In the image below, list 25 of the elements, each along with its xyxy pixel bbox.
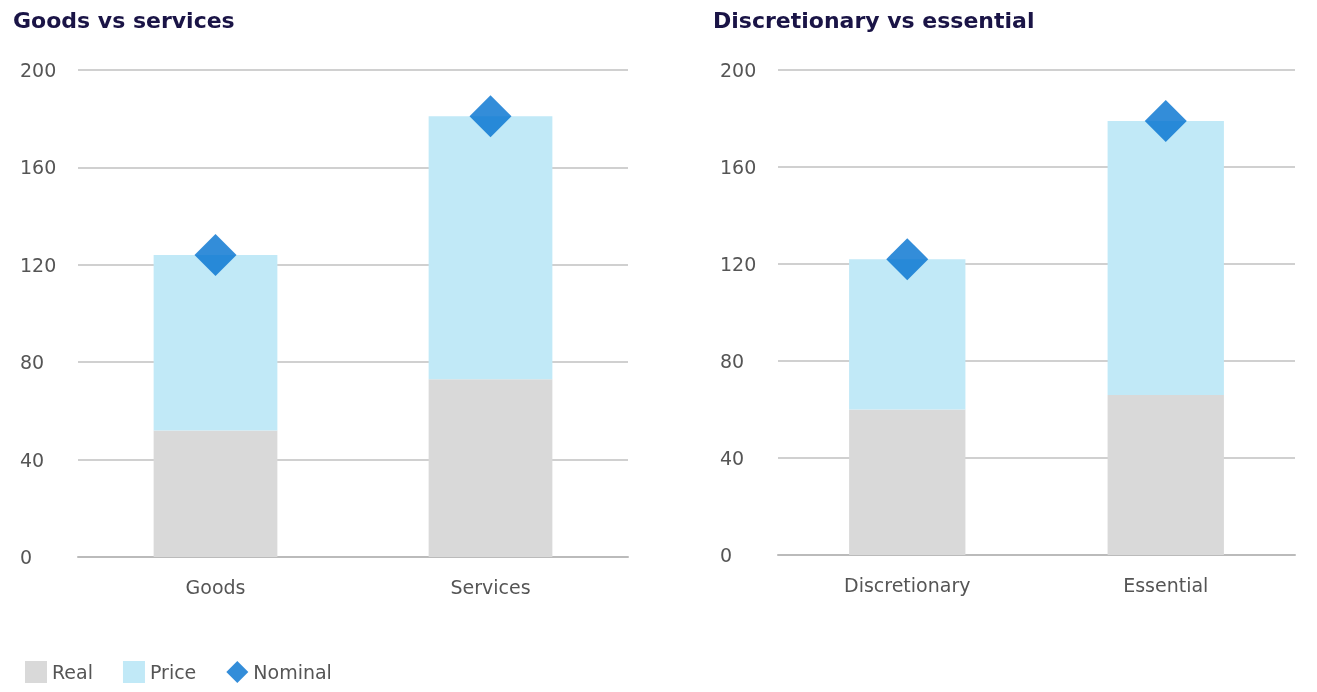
y-tick-label: 80 (720, 350, 745, 372)
y-tick-label: 160 (720, 156, 757, 178)
bar (153, 255, 278, 431)
bar (849, 259, 966, 410)
y-tick-label: 120 (720, 253, 757, 275)
chart-title: Discretionary vs essential (713, 7, 1035, 33)
y-tick-label: 0 (20, 546, 33, 568)
legend-label: Price (149, 661, 197, 683)
y-tick-label: 120 (20, 253, 57, 276)
y-tick-label: 80 (20, 351, 45, 374)
chart-title: Goods vs services (13, 7, 235, 33)
y-tick-label: 160 (20, 156, 57, 179)
bar (428, 116, 553, 380)
x-tick-label: Services (450, 575, 531, 598)
y-tick-label: 200 (720, 59, 757, 81)
y-tick-label: 200 (20, 59, 57, 81)
x-tick-label: Essential (1123, 573, 1209, 596)
y-tick-label: 40 (720, 447, 745, 469)
legend-label: Nominal (253, 661, 332, 683)
legend-label: Real (52, 661, 93, 683)
x-tick-label: Goods (185, 575, 246, 598)
y-tick-label: 0 (720, 544, 733, 566)
bar (1107, 120, 1224, 395)
y-tick-label: 40 (20, 448, 45, 471)
x-tick-label: Discretionary (844, 573, 971, 596)
